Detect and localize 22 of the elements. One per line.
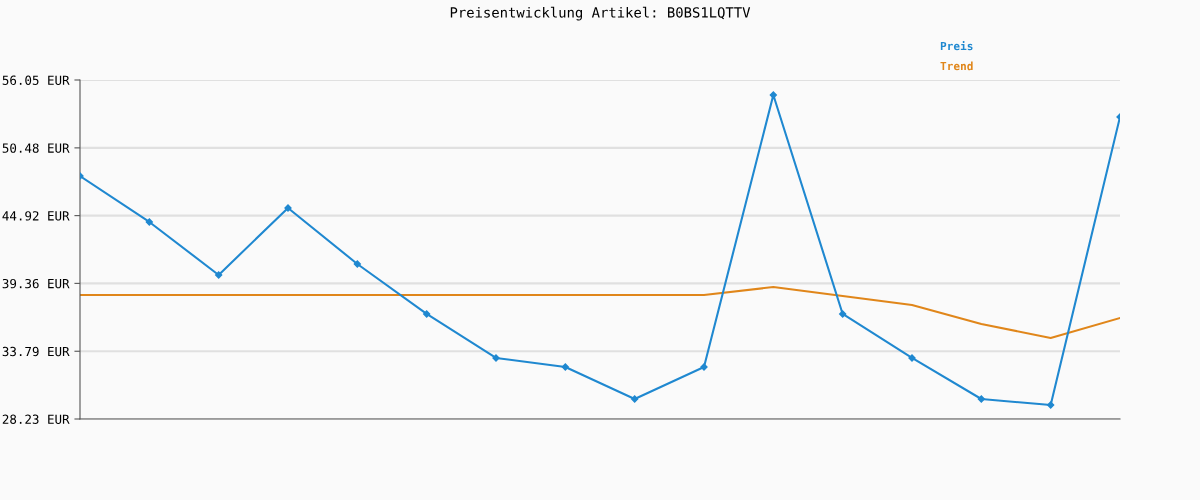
y-tick-label: 39.36 EUR — [2, 278, 70, 289]
chart-title: Preisentwicklung Artikel: B0BS1LQTTV — [450, 6, 751, 21]
point — [1047, 401, 1055, 409]
point — [977, 395, 985, 403]
point — [839, 310, 847, 318]
text: Trend — [940, 61, 973, 71]
point — [908, 354, 916, 362]
y-tick-label: 28.23 EUR — [2, 414, 70, 424]
point — [769, 91, 777, 99]
text: Preis — [940, 41, 973, 51]
y-tick-label: 56.05 EUR — [2, 75, 70, 85]
line-series — [80, 285, 1120, 340]
point — [353, 260, 361, 268]
point — [145, 218, 153, 226]
point — [631, 395, 639, 403]
y-tick-label: 50.48 EUR — [2, 143, 70, 153]
point — [423, 310, 431, 318]
y-tick-label: 44.92 EUR — [2, 211, 70, 221]
point — [561, 363, 569, 371]
point — [284, 204, 292, 212]
point — [215, 271, 223, 279]
y-tick-label: 33.79 EUR — [2, 346, 70, 357]
